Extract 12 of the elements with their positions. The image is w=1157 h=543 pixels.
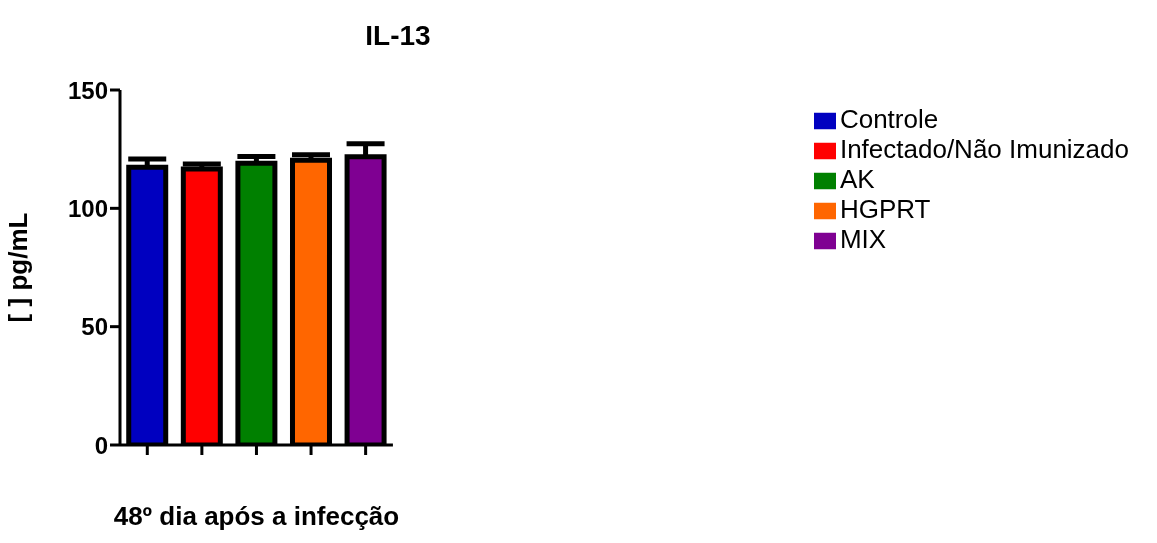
legend-label: MIX [839, 224, 887, 254]
y-tick-label: 150 [67, 76, 108, 104]
y-tick-label: 0 [94, 431, 108, 459]
legend-label: AK [839, 164, 875, 194]
legend-label: HGPRT [839, 194, 931, 224]
x-axis-title: 48º dia após a infecção [113, 501, 400, 531]
y-axis-title: [ ] pg/mL [3, 212, 34, 323]
y-tick-label: 50 [81, 313, 108, 341]
legend-label: Infectado/Não Imunizado [839, 134, 1129, 164]
y-tick-label: 100 [67, 194, 108, 222]
chart-title: IL-13 [364, 20, 432, 52]
legend-label: Controle [839, 104, 939, 134]
